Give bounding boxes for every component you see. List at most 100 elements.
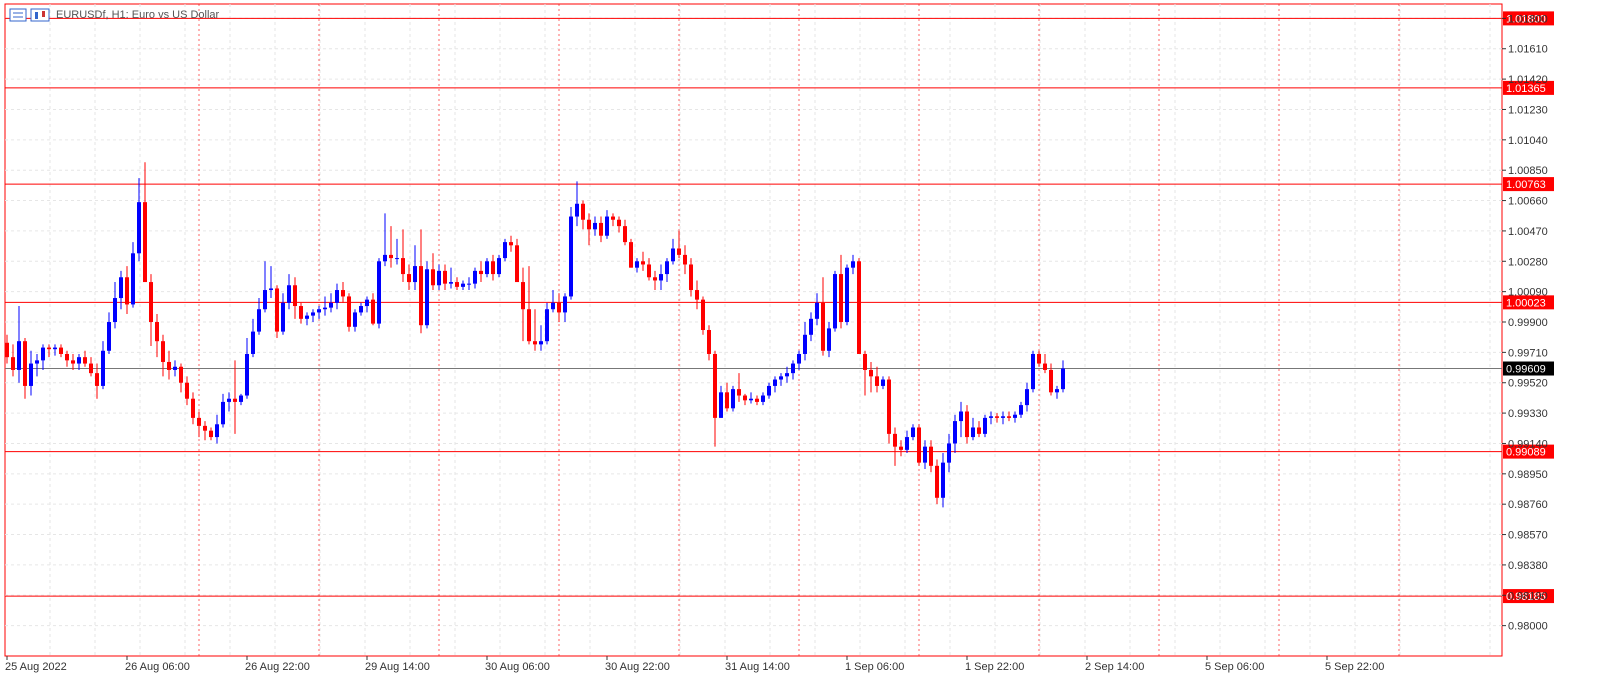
y-tick-label: 0.98760 bbox=[1508, 499, 1548, 511]
candle-body bbox=[539, 341, 543, 345]
candle-body bbox=[971, 427, 975, 438]
candle-body bbox=[761, 395, 765, 402]
candle-body bbox=[167, 361, 171, 370]
x-tick-label: 2 Sep 14:00 bbox=[1085, 661, 1144, 673]
candle-body bbox=[71, 360, 75, 364]
grid-layer bbox=[4, 3, 1503, 657]
candle-body bbox=[929, 446, 933, 466]
candle-body bbox=[659, 274, 663, 281]
candle-body bbox=[1001, 416, 1005, 418]
y-tick-label: 1.00090 bbox=[1508, 287, 1548, 299]
candle-body bbox=[803, 334, 807, 354]
candle-body bbox=[455, 282, 459, 287]
candle-body bbox=[635, 261, 639, 268]
y-tick-label: 0.99520 bbox=[1508, 378, 1548, 390]
y-tick-label: 1.01230 bbox=[1508, 104, 1548, 116]
candle-body bbox=[473, 270, 477, 284]
candle-body bbox=[629, 242, 633, 268]
candle-body bbox=[545, 309, 549, 342]
candle-body bbox=[317, 309, 321, 313]
candle-body bbox=[143, 202, 147, 283]
x-tick-label: 1 Sep 06:00 bbox=[845, 661, 904, 673]
chart-type-icon[interactable] bbox=[30, 8, 50, 22]
candle-body bbox=[197, 417, 201, 426]
candle-body bbox=[647, 264, 651, 278]
level-label-box bbox=[1503, 295, 1554, 310]
candle-body bbox=[665, 261, 669, 275]
candle-body bbox=[509, 242, 513, 246]
candle-body bbox=[923, 446, 927, 463]
candle-body bbox=[911, 427, 915, 438]
x-tick-label: 5 Sep 06:00 bbox=[1205, 661, 1264, 673]
candle-body bbox=[161, 341, 165, 362]
candle-body bbox=[191, 398, 195, 418]
x-tick-label: 30 Aug 06:00 bbox=[485, 661, 550, 673]
candle-body bbox=[401, 258, 405, 275]
candle-body bbox=[797, 353, 801, 364]
level-label-box bbox=[1503, 444, 1554, 459]
candle-body bbox=[47, 347, 51, 350]
candle-body bbox=[179, 366, 183, 383]
candle-body bbox=[1061, 368, 1065, 390]
candle-body bbox=[329, 302, 333, 308]
candle-body bbox=[281, 302, 285, 332]
candle-body bbox=[107, 322, 111, 351]
candle-body bbox=[311, 312, 315, 316]
candle-body bbox=[35, 360, 39, 364]
y-tick-label: 1.01610 bbox=[1508, 44, 1548, 56]
level-label: 1.00763 bbox=[1506, 179, 1546, 191]
y-tick-label: 0.98570 bbox=[1508, 530, 1548, 542]
candle-body bbox=[221, 401, 225, 425]
candle-body bbox=[533, 341, 537, 345]
candle-body bbox=[365, 299, 369, 307]
candle-body bbox=[887, 379, 891, 434]
candle-body bbox=[185, 382, 189, 399]
candle-body bbox=[263, 290, 267, 310]
candle-body bbox=[845, 267, 849, 323]
candle-body bbox=[11, 357, 15, 370]
candle-body bbox=[749, 398, 753, 401]
candle-body bbox=[935, 465, 939, 498]
candle-body bbox=[59, 347, 63, 354]
candle-body bbox=[551, 302, 555, 310]
candle-body bbox=[653, 277, 657, 281]
candle-body bbox=[515, 245, 519, 283]
candle-body bbox=[821, 302, 825, 351]
candle-body bbox=[101, 350, 105, 386]
candle-body bbox=[983, 417, 987, 434]
x-tick-label: 31 Aug 14:00 bbox=[725, 661, 790, 673]
x-tick-label: 5 Sep 22:00 bbox=[1325, 661, 1384, 673]
candle-body bbox=[299, 306, 303, 319]
candle-body bbox=[137, 202, 141, 254]
menu-icon[interactable] bbox=[9, 8, 27, 22]
candle-body bbox=[851, 261, 855, 268]
candle-body bbox=[947, 443, 951, 463]
candle-body bbox=[425, 269, 429, 326]
candle-body bbox=[17, 341, 21, 370]
candle-body bbox=[407, 274, 411, 283]
candle-body bbox=[611, 216, 615, 220]
candle-body bbox=[521, 282, 525, 310]
x-tick-label: 26 Aug 06:00 bbox=[125, 661, 190, 673]
candle-body bbox=[485, 261, 489, 275]
candle-body bbox=[353, 312, 357, 327]
candle-body bbox=[257, 309, 261, 332]
candle-body bbox=[677, 248, 681, 255]
candle-body bbox=[233, 398, 237, 402]
y-tick-label: 1.00280 bbox=[1508, 256, 1548, 268]
candle-body bbox=[65, 353, 69, 361]
y-tick-label: 1.01040 bbox=[1508, 135, 1548, 147]
candle-body bbox=[203, 425, 207, 431]
candle-body bbox=[767, 385, 771, 396]
candle-body bbox=[335, 290, 339, 303]
candle-body bbox=[209, 430, 213, 438]
candle-body bbox=[1049, 369, 1053, 393]
y-tick-label: 1.01420 bbox=[1508, 74, 1548, 86]
candle-body bbox=[1043, 363, 1047, 370]
candle-body bbox=[41, 347, 45, 361]
candle-body bbox=[305, 315, 309, 319]
candle-body bbox=[419, 266, 423, 326]
candle-body bbox=[893, 433, 897, 447]
candle-body bbox=[413, 266, 417, 283]
